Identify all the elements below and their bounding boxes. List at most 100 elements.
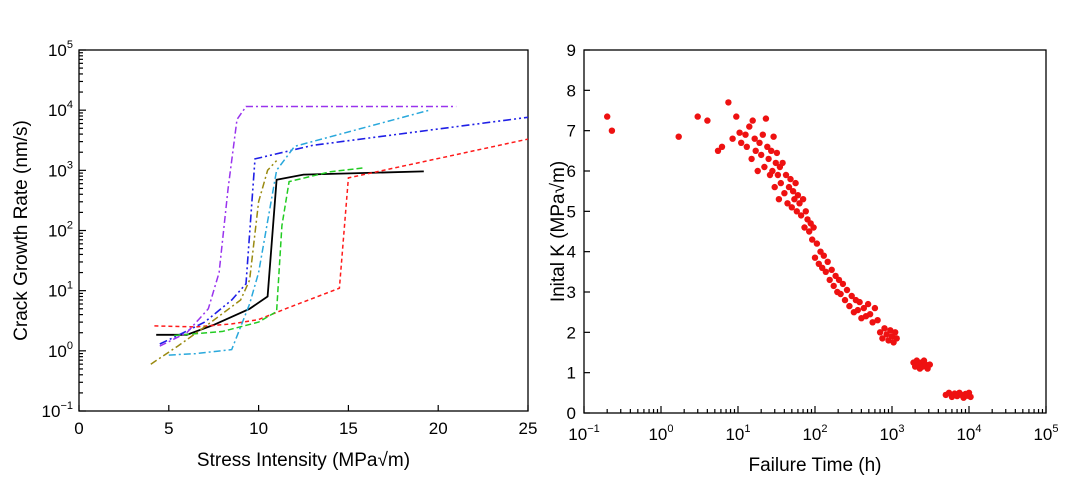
right-x-axis: 10−1 100 101 102 103 104 105 [568,406,1059,444]
failure-data-point [796,200,803,207]
failure-data-point [785,183,793,191]
left-y-tick-label: 103 [48,159,73,180]
failure-data-point [828,266,835,273]
left-plot-frame [78,49,529,412]
failure-data-point [781,190,788,197]
failure-data-point [774,171,782,179]
right-plot-frame [583,49,1047,414]
right-y-axis: 0 1 2 3 4 5 6 7 8 9 [567,41,590,423]
failure-data-point [797,212,805,219]
failure-data-point [826,276,833,284]
left-x-tick-label: 20 [429,419,448,438]
failure-data-point [809,236,816,243]
failure-data-point [736,129,743,136]
failure-data-point [733,113,740,120]
failure-data-point [782,171,790,179]
right-scatter-group [604,99,974,401]
left-x-tick-label: 0 [74,419,83,438]
failure-data-point [926,361,933,368]
right-x-tick-label: 10−1 [568,423,599,444]
failure-data-point [883,331,890,338]
failure-data-point [874,317,881,324]
failure-data-point [810,224,817,231]
right-y-tick-label: 6 [567,162,576,181]
right-x-axis-title: Failure Time (h) [748,455,881,476]
left-y-tick-label: 102 [48,220,73,241]
failure-data-point [771,183,778,191]
failure-data-point [769,167,776,175]
right-y-tick-label: 5 [567,202,576,221]
right-y-tick-label: 2 [567,323,576,342]
left-x-tick-label: 10 [249,419,268,438]
failure-data-point [802,208,809,215]
left-x-tick-label: 5 [164,419,173,438]
failure-data-point [768,147,775,154]
failure-data-point [764,143,771,150]
failure-data-point [967,393,974,401]
left-x-tick-label: 25 [519,419,538,438]
failure-time-chart: 10−1 100 101 102 103 104 105 0 1 2 3 4 5 6 7 8 9 Failur… [548,41,1059,476]
right-x-tick-label: 101 [725,423,750,444]
left-y-axis-title: Crack Growth Rate (nm/s) [11,120,32,341]
failure-data-point [675,133,682,140]
right-y-tick-label: 3 [567,283,576,302]
left-x-tick-label: 15 [339,419,358,438]
failure-data-point [762,115,770,122]
right-y-tick-label: 7 [567,122,576,141]
failure-data-point [777,179,784,187]
left-series-group [150,105,528,365]
right-x-tick-label: 105 [1033,423,1058,444]
right-y-tick-label: 8 [567,81,576,100]
failure-data-point [694,113,701,120]
failure-data-point [854,306,861,314]
failure-data-point [738,139,745,146]
failure-data-point [806,228,813,235]
right-x-tick-label: 100 [648,423,673,444]
failure-data-point [846,302,853,310]
failure-data-point [843,286,851,294]
crack-growth-series-6 [168,109,430,356]
failure-data-point [820,252,827,259]
failure-data-point [604,113,611,120]
right-x-tick-label: 104 [956,423,981,444]
crack-growth-series-5 [150,160,278,365]
failure-data-point [748,155,755,163]
right-y-tick-label: 0 [567,404,576,423]
failure-data-point [799,196,807,203]
failure-data-point [887,327,894,334]
failure-data-point [751,135,758,142]
failure-data-point [837,290,844,298]
failure-data-point [830,282,837,290]
right-y-axis-title: Inital K (MPa√m) [548,161,569,302]
failure-data-point [848,292,855,300]
left-y-tick-label: 100 [48,340,73,361]
left-y-axis: 10−1 100 101 102 103 104 105 [42,39,86,421]
failure-data-point [864,300,872,308]
failure-data-point [822,268,829,275]
failure-data-point [779,159,786,167]
failure-data-point [772,159,779,167]
failure-data-point [811,254,819,261]
failure-data-point [759,131,766,138]
failure-data-point [879,335,886,342]
failure-data-point [756,139,763,146]
failure-data-point [801,224,808,231]
failure-data-point [792,179,799,187]
failure-data-point [725,99,732,106]
failure-data-point [775,196,783,203]
failure-data-point [856,298,863,306]
failure-data-point [788,204,795,211]
failure-data-point [787,175,794,183]
right-x-tick-label: 102 [802,423,827,444]
failure-data-point [752,147,759,154]
left-y-tick-label: 10−1 [42,400,73,421]
failure-data-point [742,131,749,138]
right-y-tick-label: 1 [567,364,576,383]
failure-data-point [824,258,831,265]
failure-data-point [860,304,867,312]
failure-data-point [743,143,750,150]
failure-data-point [765,155,772,163]
failure-data-point [773,149,781,157]
failure-data-point [718,143,726,150]
